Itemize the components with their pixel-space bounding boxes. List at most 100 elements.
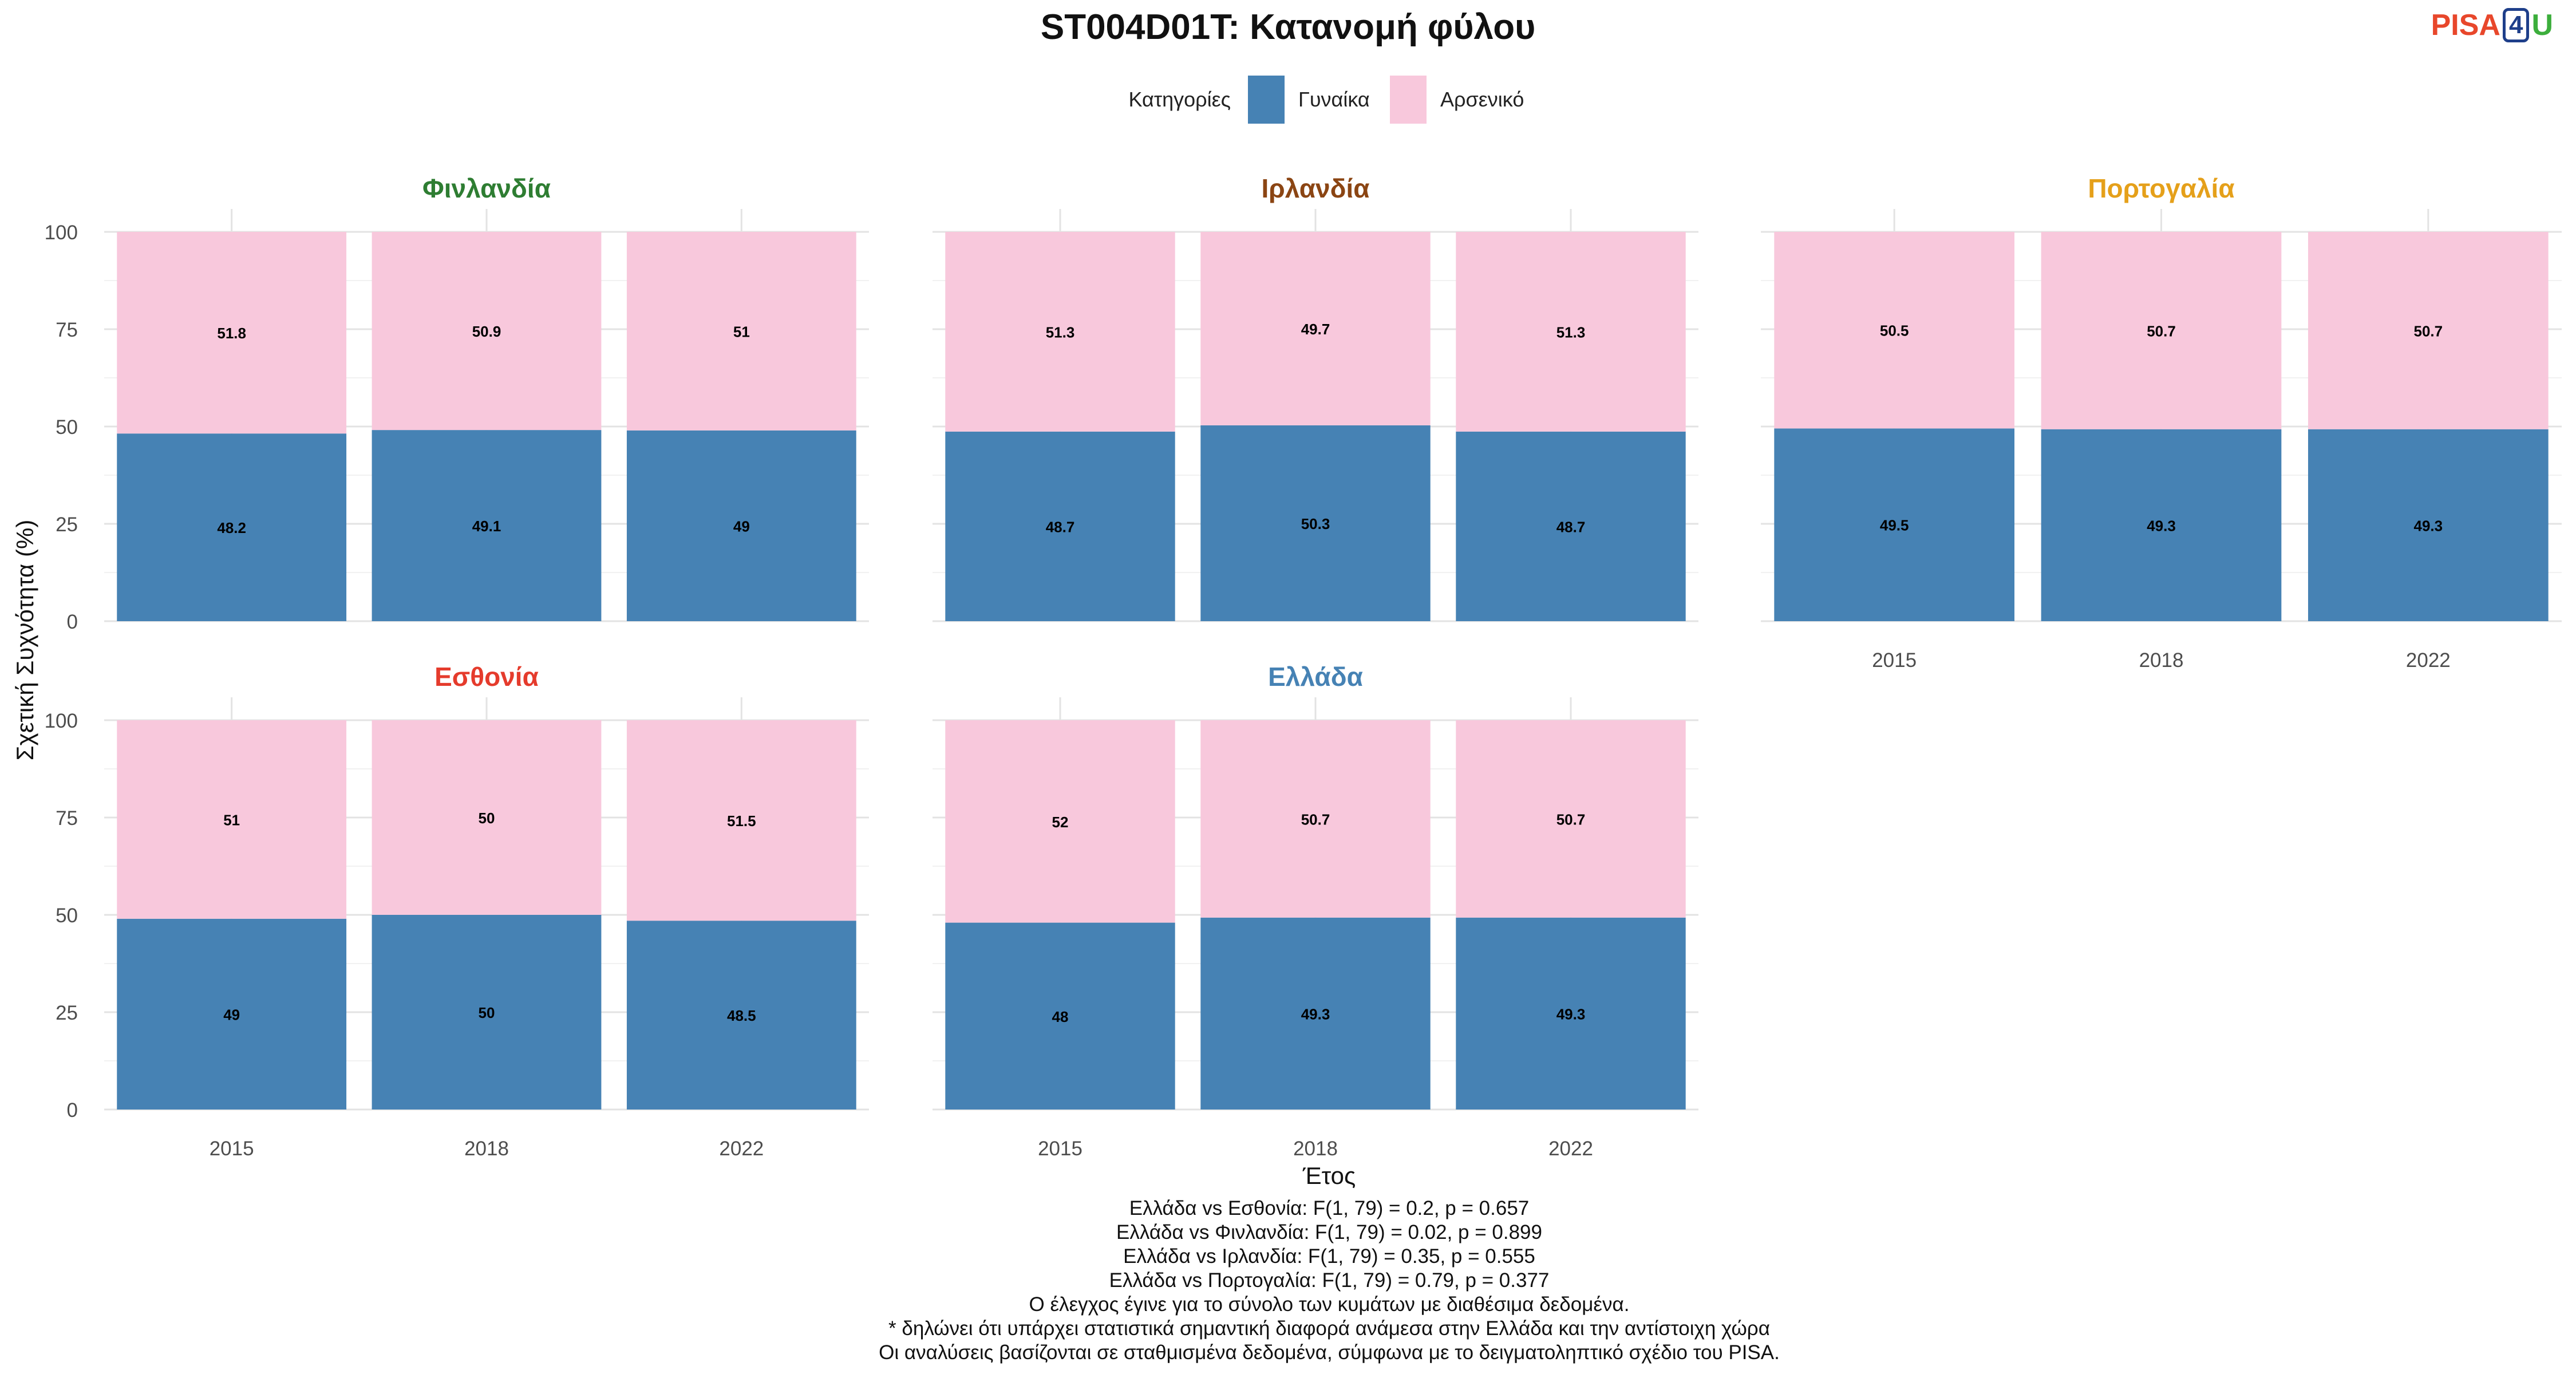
- panel-title: Ελλάδα: [1268, 662, 1363, 692]
- bar-γυναίκα-2018: [372, 915, 602, 1110]
- data-label: 49.3: [2147, 517, 2176, 534]
- panel-title: Εσθονία: [434, 662, 539, 692]
- footnote-significance-note: * δηλώνει ότι υπάρχει στατιστικά σημαντι…: [888, 1317, 1770, 1340]
- bar-γυναίκα-2018: [2041, 429, 2282, 621]
- panel-ελλάδα: Ελλάδα 48 52 49.3 50.7 49.3 50.7 2015 2018 2022: [933, 662, 1698, 1160]
- data-label: 50.7: [1556, 811, 1586, 828]
- data-label: 49.3: [1556, 1005, 1586, 1022]
- bar-γυναίκα-2018: [372, 430, 602, 621]
- panel-εσθονία: Εσθονία 49 51 50 50 48.5 51.5 0 25 50 75 100 2015 201…: [45, 662, 869, 1160]
- footnote-finland: Ελλάδα vs Φινλανδία: F(1, 79) = 0.02, p …: [1116, 1221, 1542, 1243]
- bar-γυναίκα-2015: [1774, 428, 2015, 621]
- x-tick-label: 2018: [464, 1138, 509, 1160]
- bar-αρσενικό-2015: [117, 232, 347, 434]
- x-axis-title: Έτος: [1302, 1162, 1356, 1189]
- y-tick-label: 25: [56, 1002, 78, 1024]
- data-label: 50.5: [1880, 322, 1909, 339]
- y-tick-label: 50: [56, 416, 78, 439]
- data-label: 52: [1052, 814, 1069, 831]
- legend: Κατηγορίες Γυναίκα Αρσενικό: [1128, 76, 1524, 124]
- data-label: 48.2: [217, 519, 246, 536]
- data-label: 50.7: [2414, 322, 2443, 339]
- footnote-waves-note: Ο έλεγχος έγινε για το σύνολο των κυμάτω…: [1029, 1293, 1630, 1316]
- bar-αρσενικό-2022: [626, 720, 856, 921]
- data-label: 50.7: [1301, 811, 1330, 828]
- legend-label-female: Γυναίκα: [1298, 88, 1370, 111]
- data-label: 51: [733, 323, 750, 340]
- data-label: 51: [223, 811, 240, 828]
- x-tick-label: 2018: [1293, 1138, 1338, 1160]
- footnote-estonia: Ελλάδα vs Εσθονία: F(1, 79) = 0.2, p = 0…: [1129, 1197, 1530, 1219]
- data-label: 49.1: [472, 518, 501, 535]
- bar-αρσενικό-2015: [117, 720, 347, 919]
- bar-αρσενικό-2022: [626, 232, 856, 431]
- data-label: 50.7: [2147, 322, 2176, 339]
- data-label: 51.3: [1556, 323, 1586, 341]
- data-label: 50: [479, 1004, 495, 1021]
- bar-γυναίκα-2018: [1200, 917, 1431, 1110]
- bar-αρσενικό-2015: [945, 232, 1175, 432]
- legend-title: Κατηγορίες: [1128, 88, 1231, 111]
- footnote-portugal: Ελλάδα vs Πορτογαλία: F(1, 79) = 0.79, p…: [1109, 1269, 1550, 1292]
- footnotes: Ελλάδα vs Εσθονία: F(1, 79) = 0.2, p = 0…: [879, 1197, 1780, 1364]
- legend-label-male: Αρσενικό: [1440, 88, 1524, 111]
- bar-αρσενικό-2022: [1456, 720, 1686, 918]
- y-tick-label: 75: [56, 319, 78, 341]
- bar-αρσενικό-2018: [372, 232, 602, 431]
- bar-γυναίκα-2022: [2308, 429, 2549, 621]
- bar-αρσενικό-2015: [945, 720, 1175, 923]
- y-tick-label: 0: [67, 611, 78, 633]
- data-label: 48.7: [1046, 518, 1075, 535]
- y-tick-label: 100: [45, 710, 78, 732]
- panel-title: Ιρλανδία: [1261, 173, 1369, 203]
- legend-swatch-female: [1248, 76, 1285, 124]
- bar-γυναίκα-2018: [1200, 425, 1431, 621]
- data-label: 51.3: [1046, 323, 1075, 341]
- logo-text-four: 4: [2502, 8, 2530, 42]
- data-label: 48.5: [727, 1007, 756, 1024]
- y-tick-label: 75: [56, 807, 78, 830]
- x-tick-label: 2018: [2139, 649, 2184, 672]
- bar-αρσενικό-2022: [2308, 232, 2549, 429]
- bar-αρσενικό-2018: [1200, 232, 1431, 425]
- data-label: 49.3: [2414, 517, 2443, 534]
- pisa4u-logo: PISA 4 U: [2431, 8, 2553, 42]
- x-tick-label: 2015: [210, 1138, 254, 1160]
- bar-αρσενικό-2015: [1774, 232, 2015, 429]
- y-tick-label: 100: [45, 222, 78, 244]
- legend-swatch-male: [1390, 76, 1427, 124]
- x-tick-label: 2015: [1872, 649, 1917, 672]
- y-axis-title: Σχετική Συχνότητα (%): [11, 520, 38, 761]
- bar-γυναίκα-2022: [1456, 431, 1686, 621]
- bar-γυναίκα-2015: [117, 433, 347, 621]
- bar-αρσενικό-2018: [372, 720, 602, 915]
- facet-panels: Φινλανδία 48.2 51.8 49.1 50.9 49 51 0 25 50 75 100 Ι…: [45, 173, 2562, 1160]
- logo-text-pisa: PISA: [2431, 9, 2500, 42]
- bar-γυναίκα-2015: [117, 918, 347, 1110]
- bar-αρσενικό-2018: [1200, 720, 1431, 918]
- data-label: 49: [733, 518, 750, 535]
- y-tick-label: 0: [67, 1099, 78, 1122]
- chart-title: ST004D01T: Κατανομή φύλου: [1041, 7, 1535, 47]
- footnote-ireland: Ελλάδα vs Ιρλανδία: F(1, 79) = 0.35, p =…: [1123, 1245, 1535, 1268]
- y-tick-label: 25: [56, 514, 78, 536]
- bar-γυναίκα-2015: [945, 431, 1175, 621]
- bar-γυναίκα-2022: [1456, 917, 1686, 1110]
- data-label: 50.3: [1301, 515, 1330, 532]
- bar-αρσενικό-2018: [2041, 232, 2282, 429]
- data-label: 49.7: [1301, 321, 1330, 338]
- panel-πορτογαλία: Πορτογαλία 49.5 50.5 49.3 50.7 49.3 50.7 2015 20…: [1761, 173, 2562, 672]
- data-label: 50.9: [472, 323, 501, 340]
- bar-αρσενικό-2022: [1456, 232, 1686, 432]
- data-label: 49: [223, 1006, 240, 1023]
- panel-φινλανδία: Φινλανδία 48.2 51.8 49.1 50.9 49 51 0 25 50 75 100: [45, 173, 869, 633]
- panel-title: Πορτογαλία: [2088, 173, 2234, 203]
- bar-γυναίκα-2015: [945, 922, 1175, 1110]
- x-tick-label: 2022: [719, 1138, 764, 1160]
- y-tick-label: 50: [56, 905, 78, 927]
- data-label: 49.5: [1880, 517, 1909, 534]
- data-label: 50: [479, 810, 495, 827]
- logo-text-u: U: [2531, 9, 2553, 42]
- data-label: 51.8: [217, 325, 246, 342]
